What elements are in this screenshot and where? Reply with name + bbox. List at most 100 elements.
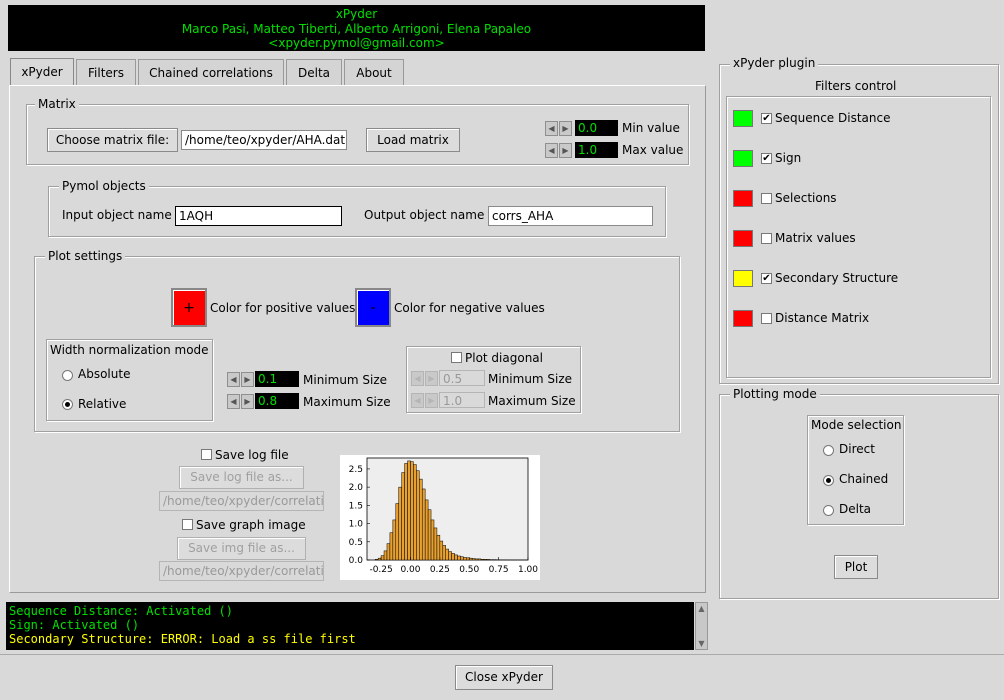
plot-settings-label: Plot settings bbox=[45, 249, 126, 263]
tab-delta[interactable]: Delta bbox=[286, 59, 342, 86]
diag-max-size-field[interactable]: 1.0 bbox=[439, 392, 485, 408]
negative-color-button[interactable]: - bbox=[355, 288, 391, 327]
histogram-bar bbox=[463, 557, 467, 561]
chained-label: Chained bbox=[839, 472, 889, 486]
filters-control-frame bbox=[726, 96, 991, 378]
positive-color-button[interactable]: + bbox=[171, 288, 207, 327]
x-tick-label: 0.50 bbox=[459, 565, 479, 575]
min-size-label: Minimum Size bbox=[303, 373, 388, 387]
relative-radio[interactable] bbox=[62, 399, 73, 410]
matrix-group-label: Matrix bbox=[35, 97, 79, 111]
histogram-bar bbox=[427, 509, 432, 561]
x-tick-label: 1.00 bbox=[518, 565, 538, 575]
output-object-field[interactable]: corrs_AHA bbox=[488, 206, 653, 226]
mode-selection-group bbox=[807, 415, 904, 525]
diag-min-size-field[interactable]: 0.5 bbox=[439, 370, 485, 386]
negative-color-label: Color for negative values bbox=[394, 301, 545, 315]
max-value-field[interactable]: 1.0 bbox=[575, 142, 618, 158]
histogram-bar bbox=[457, 555, 461, 561]
direct-radio[interactable] bbox=[823, 445, 834, 456]
footer-divider bbox=[0, 654, 1004, 655]
histogram-bar bbox=[421, 488, 426, 561]
app-email: <xpyder.pymol@gmail.com> bbox=[268, 36, 445, 50]
histogram-chart: -0.25 0.00 0.25 0.50 0.75 1.00 0.0 0.5 1.0 1.5 2.0… bbox=[340, 455, 540, 580]
save-graph-checkbox[interactable] bbox=[182, 519, 193, 530]
save-log-as-button[interactable]: Save log file as... bbox=[179, 466, 304, 489]
chained-radio[interactable] bbox=[823, 475, 834, 486]
input-object-field[interactable]: 1AQH bbox=[175, 206, 342, 226]
scroll-up-icon[interactable]: ▲ bbox=[698, 604, 705, 613]
scroll-down-icon[interactable]: ▼ bbox=[698, 639, 705, 648]
absolute-radio[interactable] bbox=[62, 370, 73, 381]
plot-diagonal-group bbox=[406, 346, 581, 413]
tab-chained-correlations[interactable]: Chained correlations bbox=[138, 59, 284, 86]
filters-control-title: Filters control bbox=[815, 79, 897, 93]
max-value-spinner[interactable]: ◀ ▶ bbox=[545, 143, 573, 158]
tab-xpyder[interactable]: xPyder bbox=[10, 58, 74, 86]
histogram-bar bbox=[430, 519, 435, 561]
save-log-checkbox[interactable] bbox=[201, 449, 212, 460]
max-size-spinner[interactable]: ◀ ▶ bbox=[227, 394, 255, 409]
histogram-bar bbox=[471, 558, 476, 561]
absolute-label: Absolute bbox=[78, 367, 131, 381]
tab-panel bbox=[9, 85, 706, 593]
tab-filters[interactable]: Filters bbox=[76, 59, 136, 86]
filter-label: Sequence Distance bbox=[775, 111, 891, 125]
log-path-field[interactable]: /home/teo/xpyder/correlati bbox=[159, 491, 324, 511]
histogram-bar bbox=[380, 555, 385, 561]
filter-label: Secondary Structure bbox=[775, 271, 899, 285]
img-path-field[interactable]: /home/teo/xpyder/correlati bbox=[159, 561, 324, 581]
min-value-spinner[interactable]: ◀ ▶ bbox=[545, 121, 573, 136]
filter-checkbox[interactable]: ✔ bbox=[761, 153, 772, 164]
matrix-file-input[interactable]: /home/teo/xpyder/AHA.dat bbox=[181, 130, 347, 150]
log-line: Sign: Activated () bbox=[9, 618, 140, 632]
y-tick-label: 1.0 bbox=[349, 520, 364, 530]
histogram-bar bbox=[439, 540, 444, 561]
load-matrix-button[interactable]: Load matrix bbox=[366, 128, 460, 152]
log-line: Secondary Structure: ERROR: Load a ss fi… bbox=[9, 632, 356, 646]
histogram-bar bbox=[451, 553, 455, 561]
filter-checkbox[interactable] bbox=[761, 313, 772, 324]
plot-button[interactable]: Plot bbox=[834, 555, 878, 579]
min-size-field[interactable]: 0.1 bbox=[255, 371, 299, 387]
filter-status-swatch bbox=[733, 110, 753, 127]
close-xpyder-button[interactable]: Close xPyder bbox=[455, 665, 553, 690]
y-tick-label: 2.0 bbox=[349, 483, 364, 493]
relative-label: Relative bbox=[78, 397, 127, 411]
max-size-field[interactable]: 0.8 bbox=[255, 393, 299, 409]
x-tick-label: -0.25 bbox=[369, 565, 392, 575]
x-tick-label: 0.00 bbox=[400, 565, 420, 575]
filter-label: Matrix values bbox=[775, 231, 856, 245]
tab-about[interactable]: About bbox=[344, 59, 404, 86]
choose-matrix-button[interactable]: Choose matrix file: bbox=[47, 128, 178, 152]
diag-min-size-spinner[interactable]: ◀ ▶ bbox=[411, 371, 439, 386]
diag-max-size-spinner[interactable]: ◀ ▶ bbox=[411, 393, 439, 408]
min-size-spinner[interactable]: ◀ ▶ bbox=[227, 372, 255, 387]
histogram-bar bbox=[445, 548, 449, 561]
save-img-as-button[interactable]: Save img file as... bbox=[177, 537, 306, 560]
filter-checkbox[interactable]: ✔ bbox=[761, 273, 772, 284]
filter-status-swatch bbox=[733, 190, 753, 207]
histogram-bar bbox=[468, 557, 473, 561]
histogram-bar bbox=[424, 499, 429, 561]
delta-label: Delta bbox=[839, 502, 872, 516]
log-scrollbar[interactable]: ▲ ▼ bbox=[695, 602, 708, 650]
filter-checkbox[interactable] bbox=[761, 193, 772, 204]
plot-diagonal-checkbox[interactable] bbox=[451, 352, 462, 363]
histogram-bar bbox=[410, 461, 414, 561]
delta-radio[interactable] bbox=[823, 505, 834, 516]
direct-label: Direct bbox=[839, 442, 875, 456]
app-header: xPyder Marco Pasi, Matteo Tiberti, Alber… bbox=[8, 5, 705, 51]
histogram-bar bbox=[392, 519, 397, 561]
filter-status-swatch bbox=[733, 150, 753, 167]
filter-checkbox[interactable]: ✔ bbox=[761, 113, 772, 124]
diag-max-size-label: Maximum Size bbox=[488, 394, 576, 408]
min-value-field[interactable]: 0.0 bbox=[575, 120, 618, 136]
output-object-label: Output object name bbox=[364, 208, 485, 222]
app-title: xPyder bbox=[335, 7, 378, 21]
histogram-bar bbox=[416, 470, 420, 561]
histogram-bar bbox=[442, 545, 446, 561]
filter-status-swatch bbox=[733, 310, 753, 327]
positive-color-label: Color for positive values bbox=[210, 301, 356, 315]
filter-checkbox[interactable] bbox=[761, 233, 772, 244]
